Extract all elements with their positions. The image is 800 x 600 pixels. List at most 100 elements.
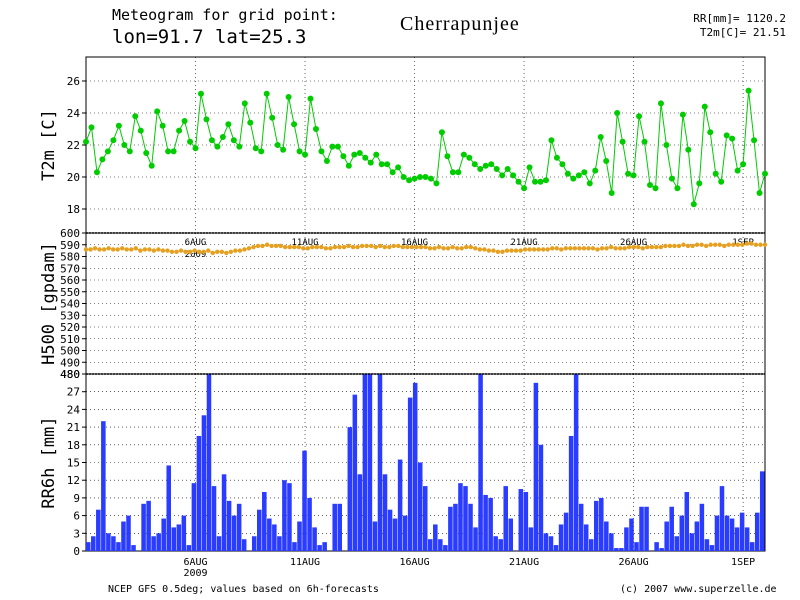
h500-point (310, 244, 315, 250)
rain-bar (402, 515, 408, 551)
rain-bar (478, 374, 483, 551)
rain-bar (387, 509, 393, 551)
rain-bar (297, 521, 302, 551)
rain-bar (759, 471, 765, 551)
rain-bar (599, 497, 604, 551)
rain-bar (287, 483, 292, 551)
rr6h-xtick-label: 21AUG (509, 557, 539, 568)
h500-point (694, 242, 700, 247)
rain-bar (709, 545, 715, 551)
copyright-note: (c) 2007 www.superzelle.de (620, 584, 777, 595)
h500-point (504, 248, 510, 253)
h500-ytick-label: 550 (60, 286, 80, 299)
t2m-point (121, 142, 128, 148)
t2m-point (181, 118, 188, 124)
h500-point (142, 247, 148, 252)
rain-bar (443, 545, 448, 551)
rain-bar (714, 515, 720, 551)
h500-point (454, 246, 460, 251)
t2m-ytick-label: 24 (67, 107, 81, 120)
h500-ytick-label: 500 (60, 345, 80, 358)
t2m-ytick-label: 20 (67, 171, 80, 184)
t2m-point (400, 174, 407, 180)
t2m-point (488, 161, 495, 168)
t2m-xtick-label: 21AUG (511, 238, 538, 248)
rain-bar (251, 536, 257, 551)
h500-point (246, 246, 252, 251)
rain-bar (593, 500, 599, 551)
h500-point (509, 248, 514, 253)
rr6h-xtick-label: 16AUG (399, 557, 429, 568)
h500-point (681, 242, 686, 247)
rain-bar (639, 506, 644, 551)
t2m-point (570, 175, 577, 182)
rain-bar (312, 527, 317, 551)
h500-point (427, 246, 433, 251)
rain-bar (664, 521, 669, 551)
t2m-point (132, 113, 139, 120)
rain-bar (493, 536, 498, 551)
rain-bar (241, 539, 247, 551)
t2m-point (690, 201, 697, 208)
h500-point (518, 248, 523, 253)
t2m-point (614, 110, 621, 116)
h500-point (151, 248, 157, 253)
h500-point (636, 244, 641, 250)
rain-bar (528, 527, 534, 551)
rr6h-ytick-label: 6 (73, 510, 80, 523)
rain-bar (508, 518, 514, 551)
t2m-point (323, 158, 330, 164)
h500-point (237, 248, 243, 253)
rain-bar (684, 492, 690, 551)
rr6h-ytick-label: 27 (67, 386, 80, 399)
h500-point (156, 247, 161, 252)
temperature-mean: T2m[C]= 21.51 (699, 26, 786, 39)
rain-bar (624, 527, 629, 551)
rain-bar (498, 539, 503, 551)
rr6h-ytick-label: 3 (73, 527, 80, 540)
t2m-point (674, 185, 681, 192)
h500-point (387, 244, 392, 250)
h500-point (676, 243, 682, 249)
h500-point (527, 247, 532, 252)
h500-point (287, 244, 292, 250)
t2m-point (663, 142, 670, 148)
h500-point (97, 247, 102, 252)
h500-point (219, 249, 224, 254)
t2m-point (597, 134, 604, 140)
t2m-point (504, 166, 511, 172)
t2m-point (208, 137, 215, 144)
t2m-frame (85, 56, 766, 234)
h500-point (500, 249, 505, 254)
t2m-point (701, 103, 708, 110)
t2m-point (521, 185, 528, 192)
rr6h-xtick-label: 1SEP (731, 557, 755, 568)
t2m-point (329, 143, 336, 150)
h500-point (350, 244, 356, 250)
t2m-point (378, 161, 385, 168)
rain-bar (201, 415, 207, 551)
t2m-point (679, 111, 686, 118)
h500-point (531, 247, 537, 252)
h500-point (473, 246, 478, 251)
t2m-point (740, 161, 747, 168)
rain-bar (292, 542, 297, 551)
h500-point (251, 244, 256, 250)
rain-bar (654, 542, 659, 551)
t2m-point (564, 170, 571, 177)
t2m-point (99, 156, 106, 163)
t2m-xtick-label: 11AUG (291, 238, 318, 248)
h500-point (513, 248, 519, 253)
t2m-point (170, 148, 177, 155)
t2m-xtick-label: 16AUG (401, 238, 428, 248)
h500-point (332, 244, 338, 250)
t2m-point (718, 178, 725, 185)
rain-bar (382, 474, 388, 551)
h500-point (758, 242, 763, 247)
rain-bar (211, 486, 217, 551)
rain-bar (538, 444, 544, 551)
t2m-point (334, 143, 341, 150)
t2m-point (280, 146, 287, 153)
h500-point (663, 243, 668, 249)
